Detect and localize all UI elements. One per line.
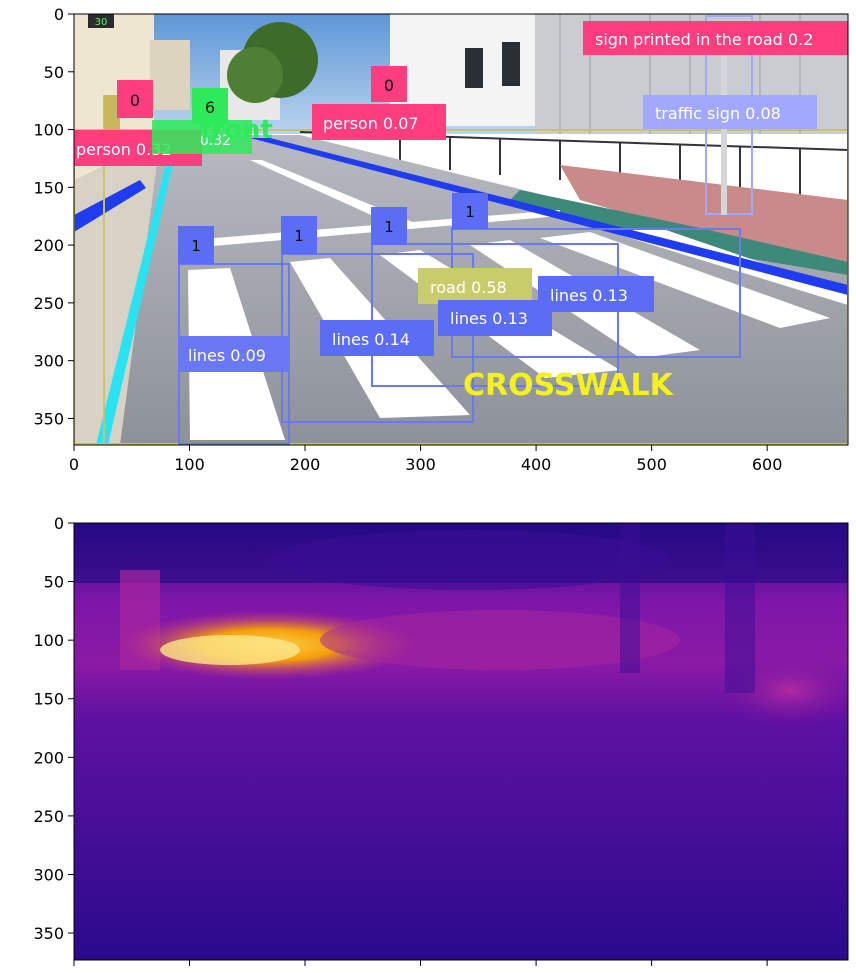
detection-person-007: person 0.07 (312, 104, 446, 140)
class-id-1-c: 1 (371, 207, 407, 245)
top-y-tick-label: 50 (44, 63, 64, 82)
top-axes-frame (73, 13, 849, 446)
svg-text:lines 0.09: lines 0.09 (188, 346, 266, 365)
top-x-tick-label: 600 (752, 455, 783, 474)
green-small-label: 0.32 (200, 133, 231, 149)
bottom-depth-plot: 0 50 100 150 200 250 300 350 (33, 514, 849, 966)
bottom-y-axis: 0 50 100 150 200 250 300 350 (33, 514, 74, 943)
detection-lines-013-b: lines 0.13 (438, 300, 552, 336)
class-id-1-b: 1 (281, 216, 317, 254)
top-y-tick-label: 150 (33, 178, 64, 197)
top-x-tick-label: 200 (290, 455, 321, 474)
bottom-y-tick-label: 100 (33, 631, 64, 650)
detection-lines-013-a: lines 0.13 (538, 276, 654, 312)
bottom-y-tick-label: 350 (33, 924, 64, 943)
svg-text:0: 0 (130, 91, 140, 110)
bottom-y-tick-label: 250 (33, 807, 64, 826)
top-x-tick-label: 400 (521, 455, 552, 474)
green-overlay-word: front (200, 115, 273, 145)
svg-text:sign printed in the road 0.2: sign printed in the road 0.2 (595, 30, 813, 49)
class-id-1-d: 1 (452, 193, 488, 229)
top-x-tick-label: 100 (174, 455, 205, 474)
svg-text:lines 0.14: lines 0.14 (332, 330, 410, 349)
speed-sign-text: 30 (95, 17, 108, 28)
bottom-y-tick-label: 200 (33, 748, 64, 767)
svg-text:person 0.32: person 0.32 (76, 140, 172, 159)
svg-text:lines 0.13: lines 0.13 (450, 309, 528, 328)
top-y-tick-label: 0 (54, 5, 64, 24)
svg-text:0: 0 (384, 76, 394, 95)
detection-sign-printed: sign printed in the road 0.2 (583, 21, 848, 55)
top-x-tick-label: 500 (636, 455, 667, 474)
svg-text:1: 1 (191, 237, 201, 255)
class-id-6: 6 (192, 88, 228, 124)
top-y-tick-label: 200 (33, 236, 64, 255)
bottom-y-tick-label: 50 (44, 573, 64, 592)
class-id-0-center: 0 (371, 66, 407, 102)
svg-text:person 0.07: person 0.07 (323, 114, 419, 133)
top-y-tick-label: 350 (33, 409, 64, 428)
top-y-tick-label: 100 (33, 121, 64, 140)
top-x-tick-label: 300 (405, 455, 436, 474)
bottom-x-axis (73, 960, 768, 966)
class-id-1-a: 1 (178, 226, 214, 264)
top-y-axis: 0 50 100 150 200 250 300 350 (33, 5, 74, 428)
svg-text:1: 1 (465, 203, 475, 221)
svg-text:lines 0.13: lines 0.13 (550, 286, 628, 305)
crosswalk-label: CROSSWALK (463, 368, 675, 403)
svg-text:1: 1 (294, 227, 304, 245)
svg-text:6: 6 (205, 98, 215, 117)
svg-text:traffic sign 0.08: traffic sign 0.08 (655, 104, 781, 123)
bottom-y-tick-label: 0 (54, 514, 64, 533)
svg-text:1: 1 (384, 218, 394, 236)
class-id-0-left: 0 (117, 80, 153, 118)
bottom-y-tick-label: 150 (33, 690, 64, 709)
top-y-tick-label: 300 (33, 352, 64, 371)
svg-text:road 0.58: road 0.58 (430, 278, 507, 297)
detection-traffic-sign: traffic sign 0.08 (643, 95, 817, 129)
detection-lines-009: lines 0.09 (178, 336, 290, 372)
bottom-y-tick-label: 300 (33, 865, 64, 884)
detection-road: road 0.58 (418, 268, 532, 304)
depth-map-image (74, 523, 848, 960)
top-x-axis: 0 100 200 300 400 500 600 (69, 445, 783, 474)
top-y-tick-label: 250 (33, 294, 64, 313)
top-detection-plot: 30 sign printed in the road 0.2 traffic … (33, 5, 849, 474)
street-photo: 30 sign printed in the road 0.2 traffic … (74, 14, 848, 445)
top-x-tick-label: 0 (69, 455, 79, 474)
detection-lines-014: lines 0.14 (320, 320, 434, 356)
bottom-axes-frame (73, 522, 849, 961)
